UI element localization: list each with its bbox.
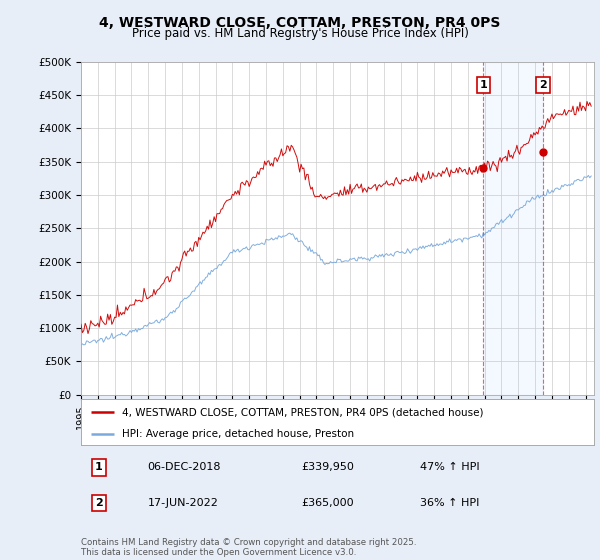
Text: 1: 1 <box>479 80 487 90</box>
Bar <box>484 62 543 395</box>
Text: HPI: Average price, detached house, Preston: HPI: Average price, detached house, Pres… <box>122 429 354 438</box>
Text: £339,950: £339,950 <box>302 463 355 473</box>
Text: 06-DEC-2018: 06-DEC-2018 <box>148 463 221 473</box>
Text: 47% ↑ HPI: 47% ↑ HPI <box>419 463 479 473</box>
Text: 4, WESTWARD CLOSE, COTTAM, PRESTON, PR4 0PS (detached house): 4, WESTWARD CLOSE, COTTAM, PRESTON, PR4 … <box>122 407 484 417</box>
Text: 2: 2 <box>539 80 547 90</box>
Text: 36% ↑ HPI: 36% ↑ HPI <box>419 498 479 508</box>
Text: 1: 1 <box>95 463 103 473</box>
Text: £365,000: £365,000 <box>302 498 354 508</box>
Text: Contains HM Land Registry data © Crown copyright and database right 2025.
This d: Contains HM Land Registry data © Crown c… <box>81 538 416 557</box>
Text: 17-JUN-2022: 17-JUN-2022 <box>148 498 218 508</box>
Text: 4, WESTWARD CLOSE, COTTAM, PRESTON, PR4 0PS: 4, WESTWARD CLOSE, COTTAM, PRESTON, PR4 … <box>100 16 500 30</box>
Text: Price paid vs. HM Land Registry's House Price Index (HPI): Price paid vs. HM Land Registry's House … <box>131 27 469 40</box>
Text: 2: 2 <box>95 498 103 508</box>
